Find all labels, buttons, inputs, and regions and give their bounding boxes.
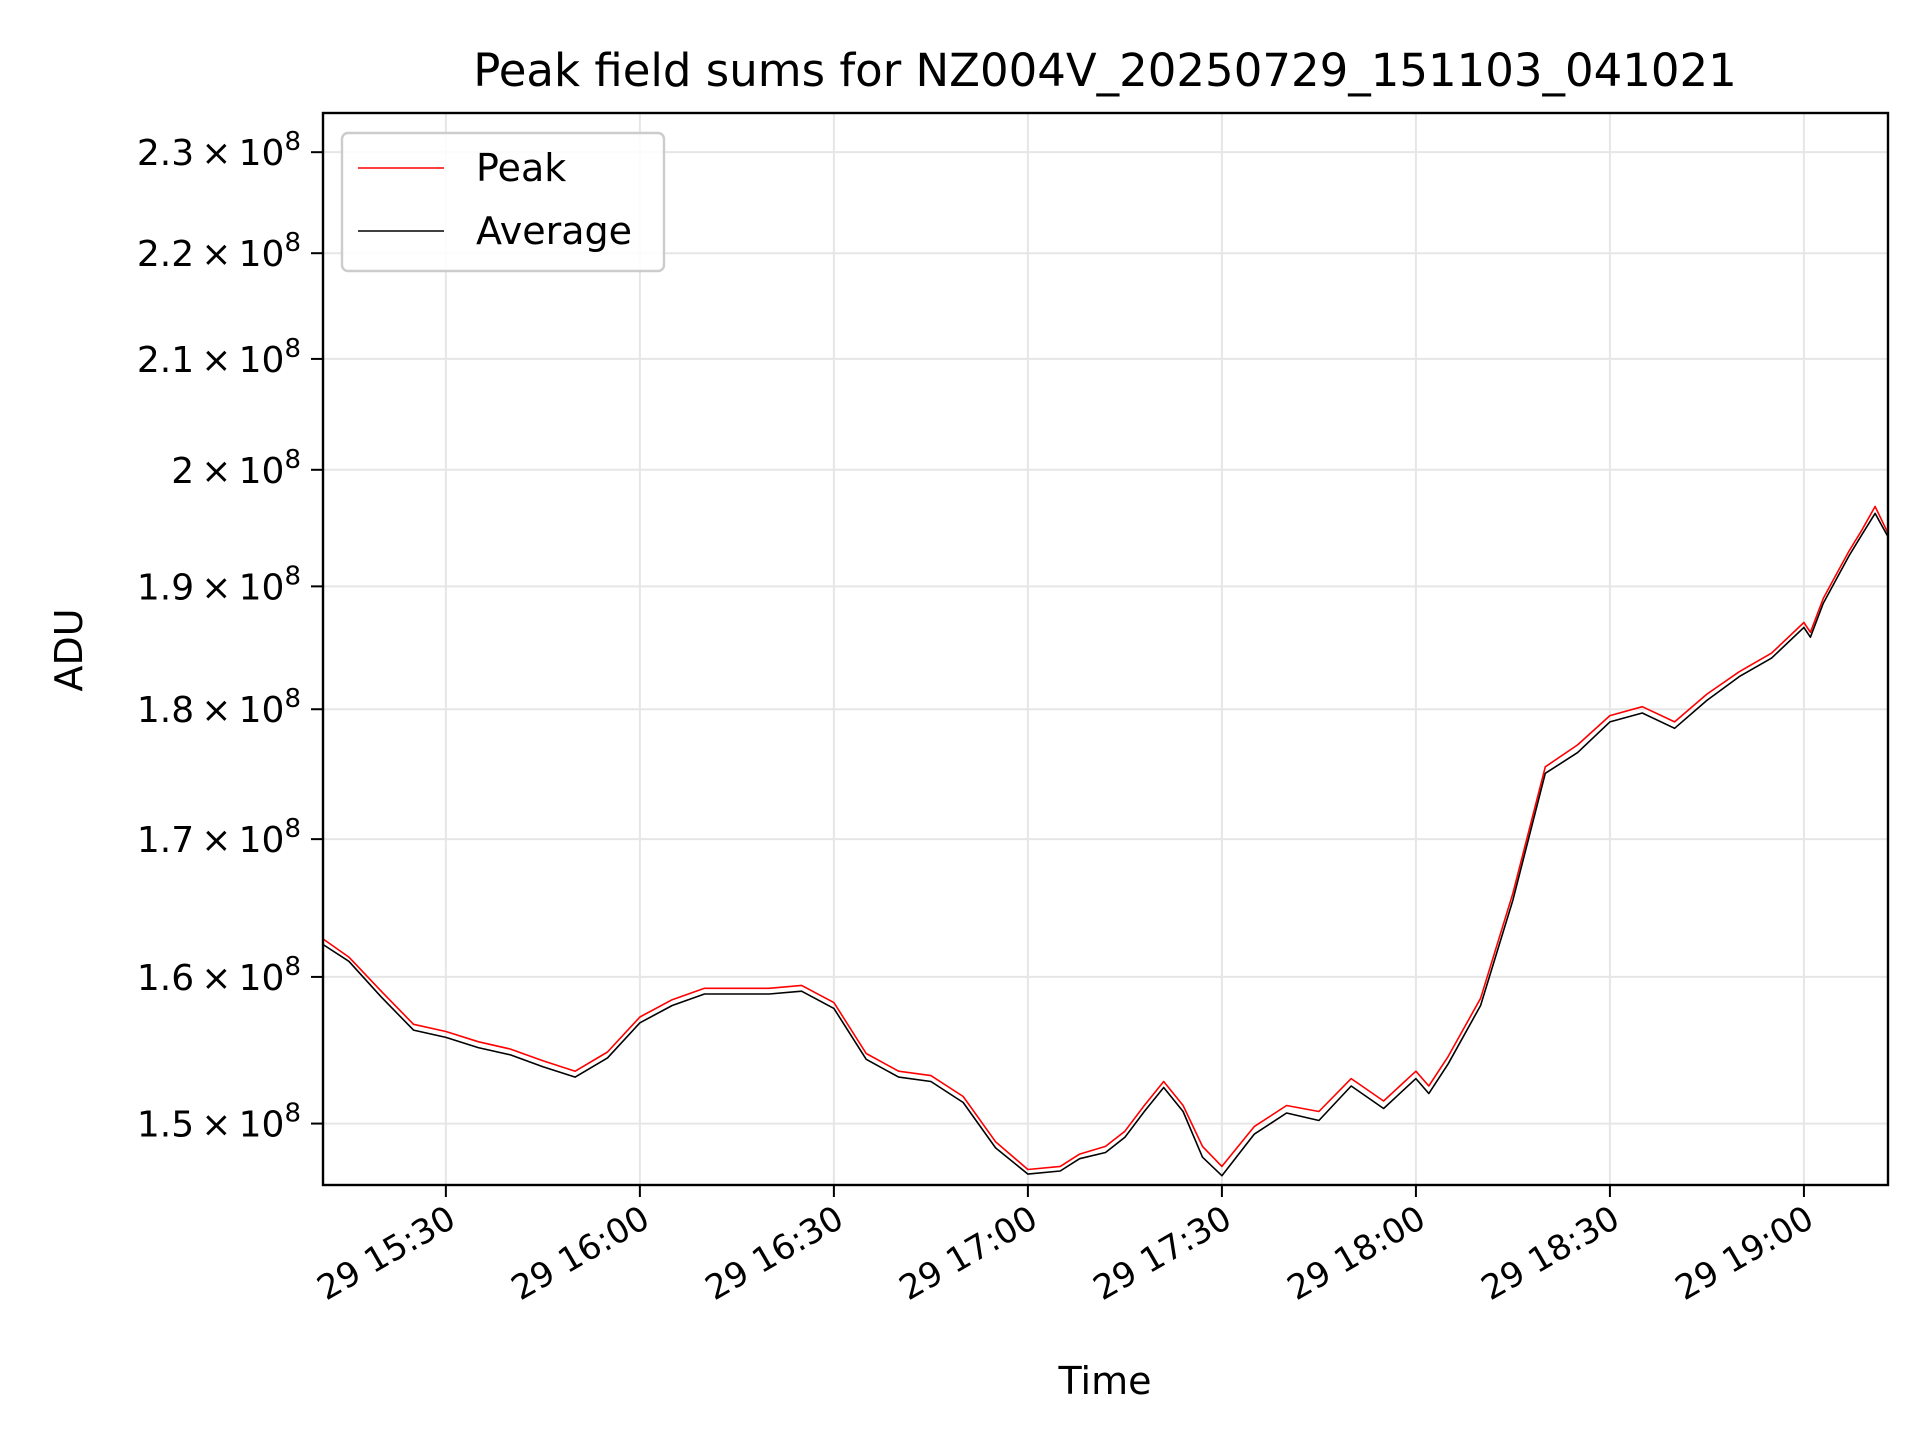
y-tick-label: 2.1 × 108 — [137, 334, 301, 381]
plot-frame — [321, 111, 1890, 1187]
y-tick-label: 1.9 × 108 — [137, 561, 301, 608]
legend: Peak Average — [340, 131, 666, 273]
x-tick-label: 29 15:30 — [311, 1198, 463, 1309]
x-tick-label: 29 17:30 — [1087, 1198, 1239, 1309]
series-lines — [322, 505, 1889, 1177]
legend-average-label: Average — [476, 209, 632, 253]
y-tick-label: 1.6 × 108 — [137, 952, 301, 999]
y-tick-label: 2.3 × 108 — [137, 127, 301, 174]
x-tick-label: 29 18:00 — [1281, 1198, 1433, 1309]
y-tick-label: 1.8 × 108 — [137, 684, 301, 731]
x-tick-label: 29 19:00 — [1669, 1198, 1821, 1309]
y-tick-label: 1.5 × 108 — [137, 1099, 301, 1146]
series-line-average — [322, 512, 1889, 1177]
y-tick-label: 1.7 × 108 — [137, 814, 301, 861]
x-axis: 29 15:30 29 16:00 29 16:30 29 17:00 29 17:30… — [311, 1185, 1821, 1309]
legend-peak-label: Peak — [476, 146, 566, 190]
x-tick-label: 29 17:00 — [893, 1198, 1045, 1309]
y-axis: 1.5 × 108 1.6 × 108 1.7 × 108 1.8 × 108 1.9 … — [137, 127, 323, 1146]
x-tick-label: 29 16:30 — [699, 1198, 851, 1309]
chart-title: Peak field sums for NZ004V_20250729_1511… — [473, 44, 1737, 97]
y-tick-label: 2.2 × 108 — [137, 228, 301, 275]
y-tick-label: 2 × 108 — [171, 445, 301, 492]
x-tick-label: 29 16:00 — [505, 1198, 657, 1309]
y-axis-label: ADU — [47, 608, 91, 691]
x-axis-label: Time — [1058, 1359, 1152, 1403]
series-line-peak — [322, 505, 1889, 1171]
x-tick-label: 29 18:30 — [1475, 1198, 1627, 1309]
grid-lines — [323, 113, 1888, 1185]
